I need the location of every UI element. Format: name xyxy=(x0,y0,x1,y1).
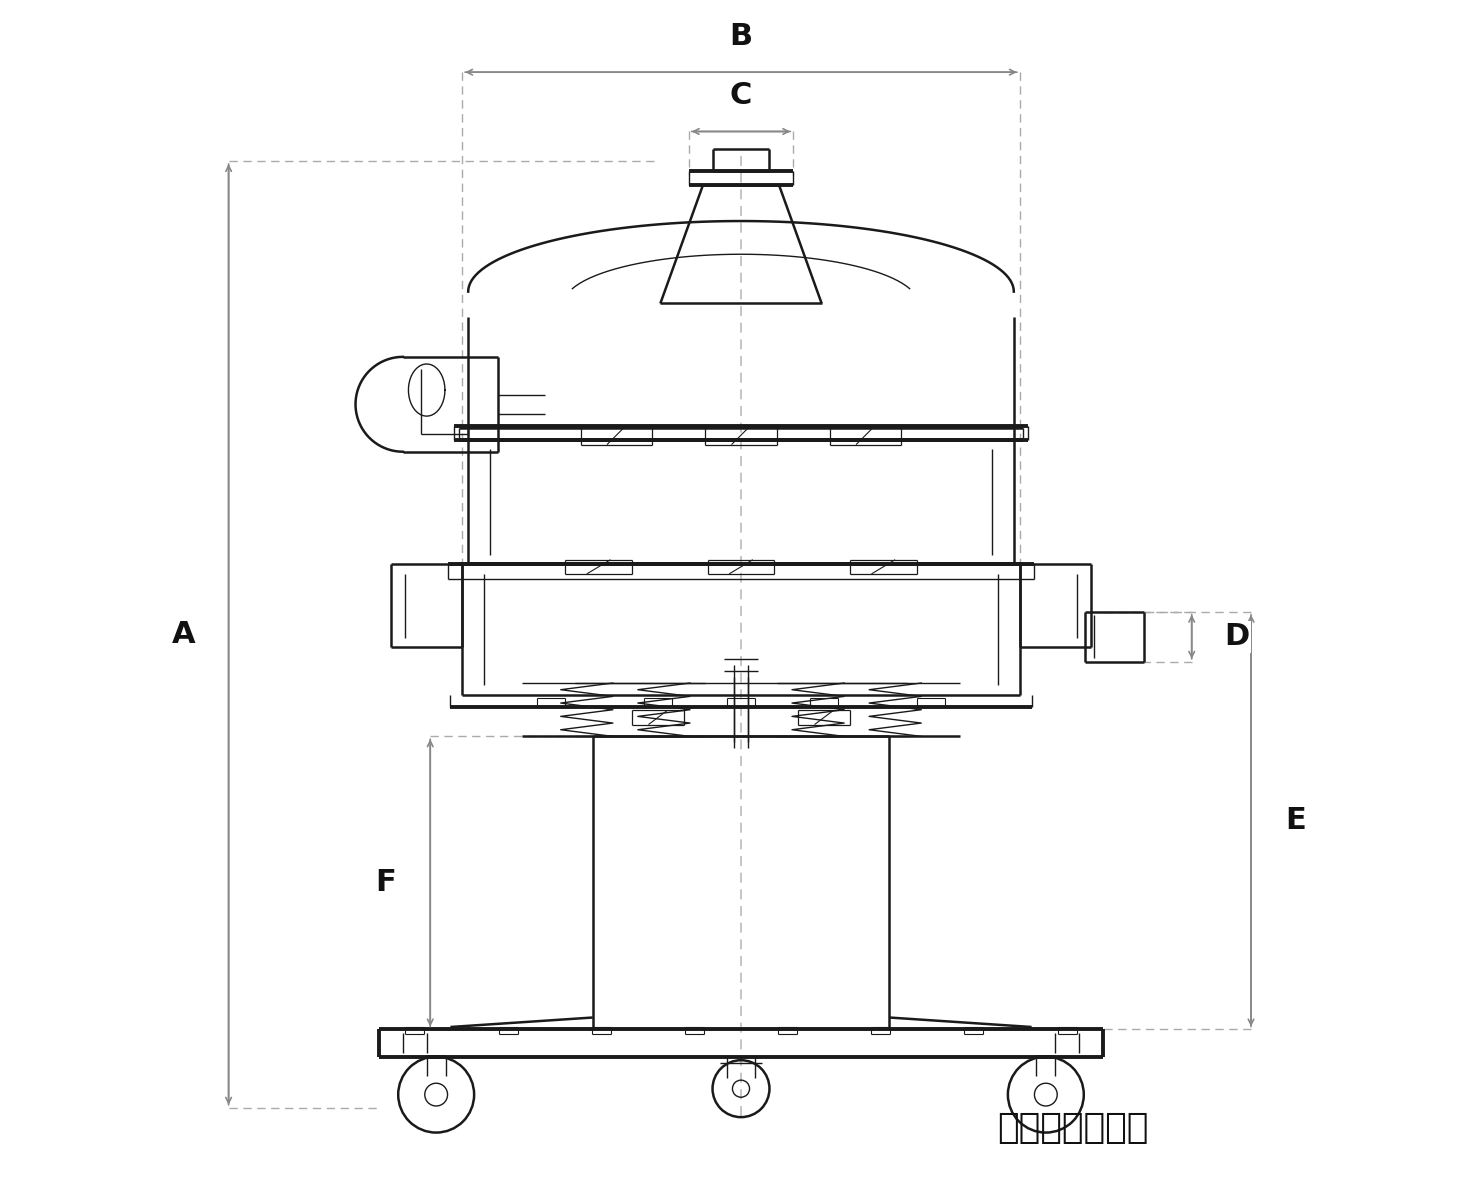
Text: 外形尺寸示意图: 外形尺寸示意图 xyxy=(997,1111,1149,1145)
Text: A: A xyxy=(172,620,196,649)
Text: C: C xyxy=(729,82,753,110)
Text: D: D xyxy=(1224,623,1249,652)
Text: F: F xyxy=(375,869,396,898)
Text: E: E xyxy=(1286,806,1307,835)
Text: B: B xyxy=(729,22,753,52)
